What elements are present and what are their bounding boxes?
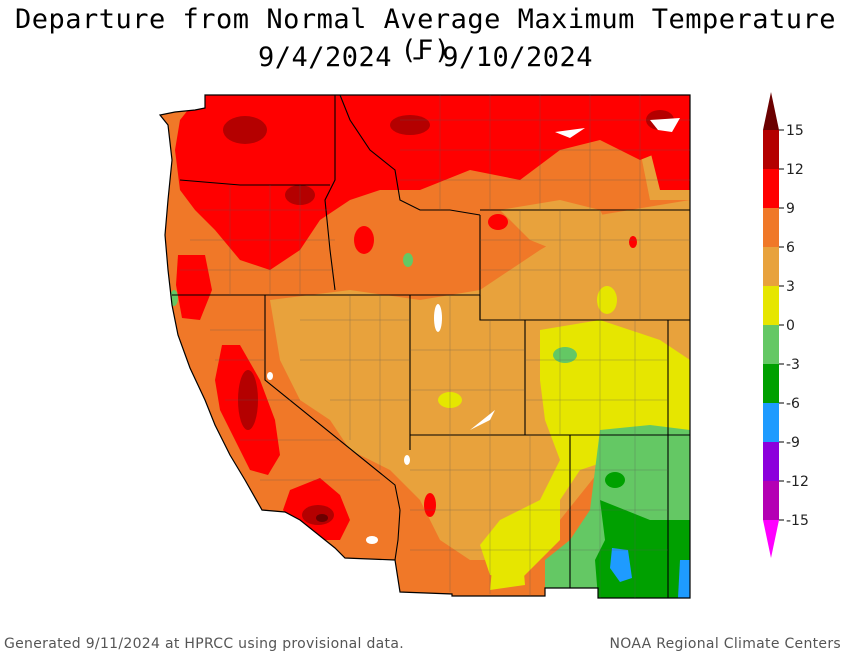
map-title: Departure from Normal Average Maximum Te…: [14, 4, 836, 66]
legend-band: [763, 325, 779, 364]
color-legend: 15 12 9 6 3 0 -3 -6 -9 -12 -15: [763, 92, 809, 558]
legend-tick-label: -6: [786, 396, 800, 412]
western-us-temperature-map: [158, 94, 691, 599]
legend-tick-label: -12: [786, 474, 809, 490]
legend-tick-label: 6: [786, 240, 795, 256]
legend-band: [763, 403, 779, 442]
legend-band: [763, 247, 779, 286]
legend-tick-label: -9: [786, 435, 800, 451]
legend-band: [763, 481, 779, 520]
legend-band-bottom-arrow: [763, 520, 779, 558]
legend-band: [763, 442, 779, 481]
legend-band: [763, 208, 779, 247]
generated-note: Generated 9/11/2024 at HPRCC using provi…: [4, 636, 404, 652]
legend-band: [763, 169, 779, 208]
legend-tick-label: 9: [786, 201, 795, 217]
legend-band: [763, 130, 779, 169]
legend-tick-label: 15: [786, 123, 804, 139]
legend-tick-label: 12: [786, 162, 804, 178]
date-range: 9/4/2024 - 9/10/2024: [257, 42, 594, 73]
legend-band: [763, 364, 779, 403]
legend-band: [763, 286, 779, 325]
source-credit: NOAA Regional Climate Centers: [609, 636, 841, 652]
legend-tick-label: -3: [786, 357, 800, 373]
legend-tick-label: 3: [786, 279, 795, 295]
legend-tick-label: 0: [786, 318, 795, 334]
legend-band-top-arrow: [763, 92, 779, 130]
legend-tick-label: -15: [786, 513, 809, 529]
